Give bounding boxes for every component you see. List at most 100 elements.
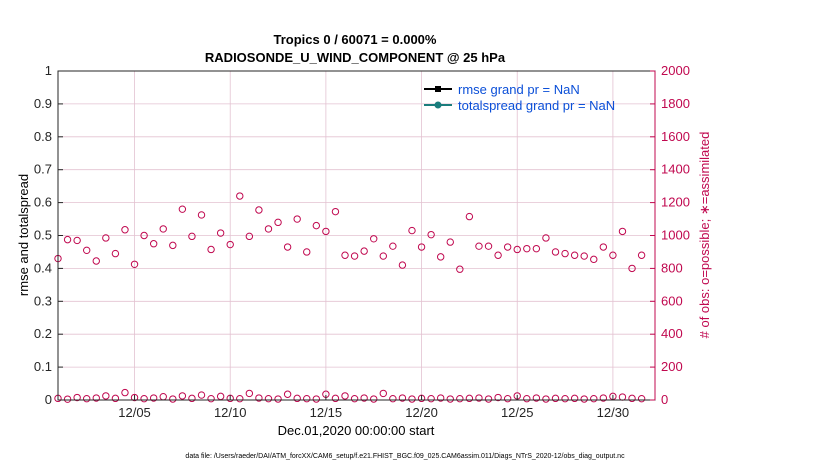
possible-obs-point — [561, 249, 569, 258]
possible-obs-point — [484, 242, 493, 250]
possible-obs-point — [599, 243, 608, 251]
y-tick-label: 0.7 — [34, 162, 52, 177]
low-obs-point — [140, 394, 148, 403]
possible-obs-point — [149, 240, 158, 248]
possible-obs-point — [389, 242, 397, 250]
possible-obs-point — [590, 255, 598, 264]
y-tick-label: 0.5 — [34, 228, 52, 243]
low-obs-point — [111, 394, 120, 403]
possible-obs-point — [436, 253, 445, 261]
low-obs-point — [628, 394, 636, 403]
chart-subtitle: RADIOSONDE_U_WIND_COMPONENT @ 25 hPa — [205, 50, 506, 65]
y-tick-label: 0.9 — [34, 96, 52, 111]
x-axis-label: Dec.01,2020 00:00:00 start — [278, 423, 435, 438]
low-obs-point — [102, 392, 110, 400]
plot-area — [54, 70, 656, 403]
y-tick-label: 0.2 — [34, 326, 52, 341]
low-obs-point — [350, 394, 359, 403]
y-tick-label: 0.3 — [34, 293, 52, 308]
low-obs-point — [590, 394, 598, 403]
legend-rmse-marker — [435, 86, 441, 92]
possible-obs-point — [513, 245, 521, 254]
y-tick-label: 0.4 — [34, 260, 52, 275]
low-obs-point — [83, 394, 91, 403]
possible-obs-point — [216, 229, 225, 237]
y-right-tick-label: 1000 — [661, 228, 690, 243]
possible-obs-point — [83, 246, 91, 255]
low-obs-point — [178, 392, 187, 400]
possible-obs-point — [226, 240, 234, 249]
possible-obs-point — [293, 215, 301, 223]
y-tick-label: 1 — [45, 63, 52, 78]
low-obs-point — [532, 394, 541, 402]
possible-obs-point — [207, 245, 215, 254]
possible-obs-point — [303, 248, 311, 256]
possible-obs-point — [618, 227, 627, 236]
low-obs-point — [274, 395, 282, 403]
chart-title: Tropics 0 / 60071 = 0.000% — [274, 32, 437, 47]
low-obs-point — [599, 394, 608, 402]
x-tick-label: 12/30 — [597, 405, 630, 420]
possible-obs-point — [379, 252, 387, 260]
possible-obs-point — [494, 251, 502, 259]
low-obs-point — [494, 393, 502, 402]
low-obs-point — [370, 395, 378, 403]
possible-obs-point — [188, 232, 196, 241]
possible-obs-point — [63, 235, 72, 244]
possible-obs-point — [274, 218, 282, 227]
low-obs-point — [341, 392, 349, 400]
x-tick-label: 12/20 — [405, 405, 438, 420]
marker-layer — [54, 192, 646, 403]
possible-obs-point — [140, 231, 148, 240]
low-obs-point — [149, 394, 158, 402]
possible-obs-point — [121, 226, 129, 234]
y-right-tick-label: 1600 — [661, 129, 690, 144]
low-obs-point — [398, 394, 407, 402]
possible-obs-point — [465, 212, 474, 221]
possible-obs-point — [312, 221, 321, 230]
y-right-tick-label: 200 — [661, 359, 683, 374]
low-obs-point — [446, 395, 454, 403]
possible-obs-point — [255, 206, 263, 214]
possible-obs-point — [551, 248, 560, 256]
low-obs-point — [561, 394, 569, 403]
x-axis-ticks: 12/05 12/10 12/15 12/20 12/25 12/30 — [118, 395, 629, 420]
low-obs-point — [255, 394, 263, 402]
y-right-tick-label: 600 — [661, 293, 683, 308]
possible-obs-point — [360, 247, 368, 255]
possible-obs-point — [130, 260, 139, 268]
low-obs-point — [503, 394, 512, 403]
possible-obs-point — [628, 264, 636, 273]
possible-obs-point — [475, 242, 483, 250]
possible-obs-point — [236, 192, 244, 200]
possible-obs-point — [523, 244, 531, 253]
low-obs-point — [484, 395, 493, 403]
low-obs-point — [293, 394, 301, 403]
possible-obs-point — [503, 243, 512, 251]
possible-obs-point — [283, 243, 292, 251]
x-grid — [134, 71, 614, 400]
data-file-note: data file: /Users/raeder/DAI/ATM_forcXX/… — [185, 453, 625, 460]
low-obs-point — [408, 395, 416, 403]
low-obs-point — [523, 394, 531, 403]
possible-obs-point — [398, 261, 407, 269]
low-obs-point — [283, 390, 292, 398]
low-obs-point — [570, 394, 579, 403]
low-obs-point — [303, 394, 311, 403]
possible-obs-point — [92, 257, 100, 265]
possible-obs-point — [159, 225, 167, 233]
possible-obs-point — [570, 251, 579, 259]
low-obs-point — [73, 393, 81, 402]
low-obs-point — [63, 395, 72, 403]
y-tick-label: 0.6 — [34, 195, 52, 210]
y-tick-label: 0.8 — [34, 129, 52, 144]
x-tick-label: 12/25 — [501, 405, 534, 420]
right-axis-ticks: 0 200 400 600 800 1000 1200 1400 1600 1800 2000 — [650, 63, 690, 407]
x-tick-label: 12/10 — [214, 405, 247, 420]
low-obs-point — [121, 388, 129, 397]
y-right-tick-label: 400 — [661, 326, 683, 341]
y-right-tick-label: 1800 — [661, 96, 690, 111]
y-axis-label-right: # of obs: o=possible; ∗=assimilated — [697, 132, 712, 339]
low-obs-point — [379, 389, 387, 398]
